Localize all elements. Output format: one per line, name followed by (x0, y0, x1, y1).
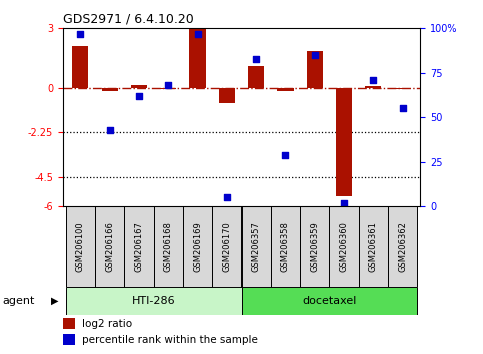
Bar (189, 29, 206, 88)
Bar (365, 86, 382, 88)
Text: GSM206100: GSM206100 (76, 221, 85, 272)
Bar (63, 318, 75, 329)
Bar (329, 206, 359, 287)
Bar (219, 88, 235, 103)
Text: GDS2971 / 6.4.10.20: GDS2971 / 6.4.10.20 (63, 12, 194, 25)
Bar (72, 46, 88, 88)
Bar (300, 206, 329, 287)
Point (135, 93, 143, 99)
Text: GSM206360: GSM206360 (340, 221, 349, 272)
Bar (124, 206, 154, 287)
Text: percentile rank within the sample: percentile rank within the sample (83, 335, 258, 345)
Text: GSM206359: GSM206359 (310, 221, 319, 272)
Point (223, 194, 231, 200)
Text: GSM206357: GSM206357 (252, 221, 261, 272)
Bar (242, 206, 271, 287)
Text: GSM206167: GSM206167 (134, 221, 143, 272)
Bar (248, 66, 264, 88)
Bar (277, 88, 294, 91)
Bar (66, 206, 95, 287)
Bar (307, 51, 323, 88)
Point (369, 77, 377, 83)
Point (164, 82, 172, 88)
Text: GSM206362: GSM206362 (398, 221, 407, 272)
Point (311, 52, 319, 58)
Text: docetaxel: docetaxel (302, 296, 356, 306)
Bar (336, 88, 352, 196)
Text: GSM206166: GSM206166 (105, 221, 114, 272)
Bar (101, 88, 118, 91)
Point (399, 105, 407, 111)
Text: HTI-286: HTI-286 (132, 296, 175, 306)
Bar (183, 206, 212, 287)
Point (194, 31, 201, 36)
Text: GSM206169: GSM206169 (193, 221, 202, 272)
Bar (154, 206, 183, 287)
Text: GSM206168: GSM206168 (164, 221, 173, 272)
Point (252, 56, 260, 61)
Bar (63, 334, 75, 345)
Point (282, 152, 289, 158)
Point (76, 31, 84, 36)
Bar (388, 206, 417, 287)
Text: GSM206358: GSM206358 (281, 221, 290, 272)
Text: log2 ratio: log2 ratio (83, 319, 132, 329)
Bar (212, 206, 242, 287)
Bar (66, 287, 242, 315)
Text: ▶: ▶ (51, 296, 58, 306)
Text: GSM206361: GSM206361 (369, 221, 378, 272)
Bar (242, 287, 417, 315)
Bar (95, 206, 124, 287)
Bar (359, 206, 388, 287)
Text: agent: agent (2, 296, 35, 306)
Point (340, 200, 348, 205)
Bar (271, 206, 300, 287)
Point (106, 127, 114, 132)
Bar (131, 85, 147, 88)
Text: GSM206170: GSM206170 (222, 221, 231, 272)
